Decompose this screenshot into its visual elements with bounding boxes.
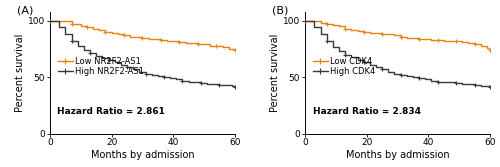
Text: Hazard Ratio = 2.834: Hazard Ratio = 2.834 [312, 107, 420, 116]
Text: (A): (A) [16, 6, 33, 16]
Legend: Low NR2F2-AS1, High NR2F2-AS1: Low NR2F2-AS1, High NR2F2-AS1 [58, 57, 144, 76]
Y-axis label: Percent survival: Percent survival [270, 33, 280, 112]
Text: (B): (B) [272, 6, 288, 16]
Legend: Low CDK4, High CDK4: Low CDK4, High CDK4 [313, 57, 376, 76]
Y-axis label: Percent survival: Percent survival [15, 33, 25, 112]
X-axis label: Months by admission: Months by admission [90, 150, 194, 160]
X-axis label: Months by admission: Months by admission [346, 150, 450, 160]
Text: Hazard Ratio = 2.861: Hazard Ratio = 2.861 [58, 107, 166, 116]
